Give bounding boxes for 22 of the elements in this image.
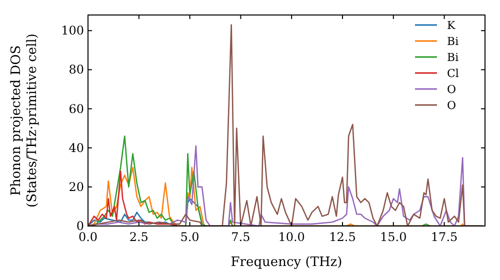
legend-label: Bi [447,35,460,48]
legend-label: K [447,19,456,32]
x-tick-label: 10.0 [278,230,305,244]
x-tick-label: 15.0 [380,230,407,244]
legend-label: O [447,83,456,96]
y-tick-label: 100 [61,24,84,38]
y-tick-label: 0 [76,219,84,233]
y-axis-title: Phonon projected DOS (States/THz·primitive cell) [9,33,40,208]
x-tick-label: 0.0 [78,230,98,244]
legend-label: Bi [447,51,460,64]
legend-label: O [447,99,456,112]
y-tick-label: 80 [68,62,84,77]
y-tick-label: 40 [68,140,84,155]
x-tick-label: 12.5 [329,230,356,244]
x-tick-label: 7.5 [231,230,250,244]
x-tick-label: 5.0 [180,230,200,244]
legend-label: Cl [447,67,460,80]
x-tick-label: 2.5 [129,230,148,244]
y-tick-label: 20 [68,180,84,194]
x-tick-label: 17.5 [430,230,458,244]
x-axis-title: Frequency (THz) [230,255,342,270]
y-tick-label: 60 [68,102,84,116]
